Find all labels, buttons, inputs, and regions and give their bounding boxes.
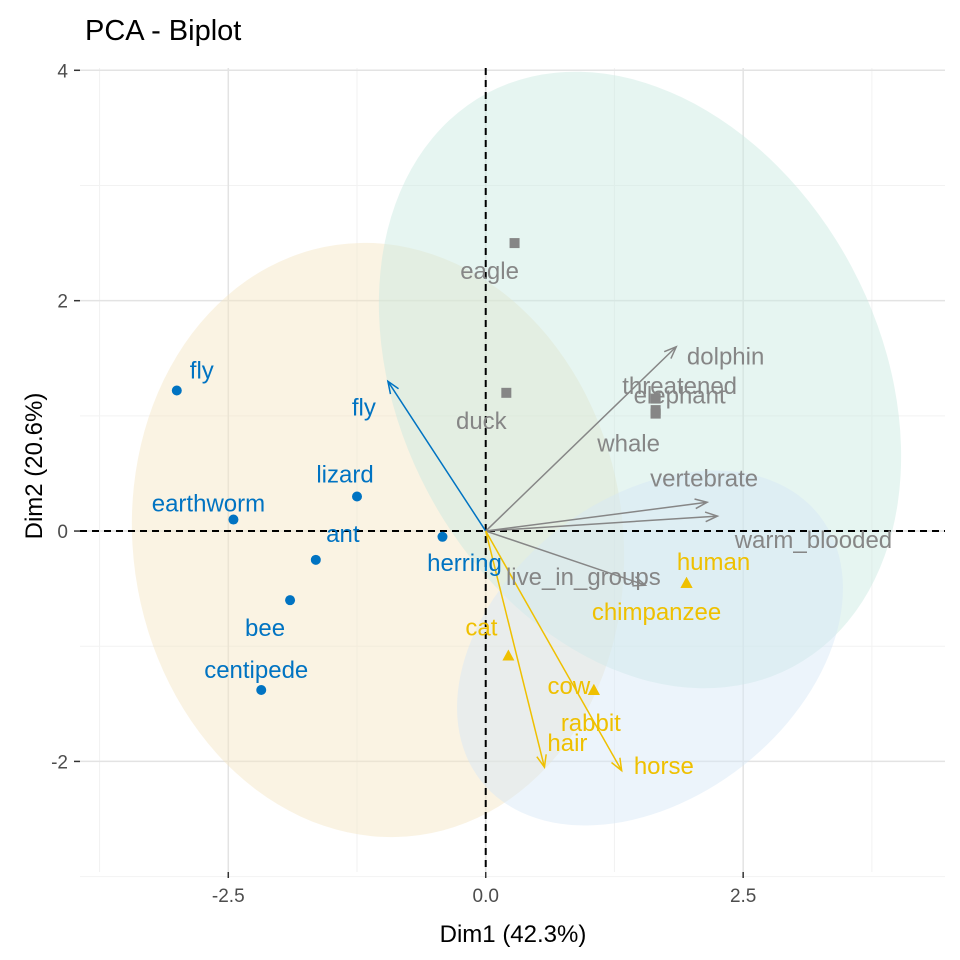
variable-arrow <box>485 530 623 772</box>
variable-arrow <box>485 346 677 532</box>
x-tick-label: 2.5 <box>730 886 756 907</box>
individual-points <box>171 238 693 696</box>
data-point <box>256 685 267 696</box>
variable-arrow <box>484 530 546 768</box>
variable-arrows <box>386 345 720 773</box>
point-label: elephant <box>634 383 726 410</box>
x-tick-label: -2.5 <box>212 886 245 907</box>
point-label: threatened <box>622 373 737 400</box>
variable-label: warm_blooded <box>734 527 892 554</box>
point-label: herring <box>427 550 502 577</box>
data-point <box>310 554 321 565</box>
point-label: eagle <box>460 258 519 285</box>
x-axis-title: Dim1 (42.3%) <box>440 921 587 948</box>
y-tick-label: 4 <box>57 61 68 82</box>
y-tick-label: 0 <box>57 522 68 543</box>
reference-lines <box>80 68 945 872</box>
variable-label: hair <box>547 730 587 757</box>
point-label: human <box>677 549 750 576</box>
variable-arrow-head <box>704 511 720 523</box>
y-tick-label: 2 <box>57 292 68 313</box>
axes: -2.5 0.0 2.5 -2 0 2 4 <box>51 61 756 907</box>
data-point <box>587 684 600 696</box>
variable-arrow-head <box>536 754 547 770</box>
data-point <box>228 514 239 525</box>
point-label: bee <box>245 615 285 642</box>
group-ellipses <box>131 71 902 838</box>
data-point <box>680 576 693 588</box>
variable-arrow <box>485 515 718 532</box>
y-tick-label: -2 <box>51 752 68 773</box>
point-label: earthworm <box>152 491 265 518</box>
ellipse-birds-large <box>378 71 902 689</box>
variable-label: fly <box>352 394 376 421</box>
data-point <box>650 393 661 404</box>
point-label: centipede <box>204 657 308 684</box>
data-point <box>501 387 512 398</box>
variable-arrow <box>387 380 487 532</box>
point-label: whale <box>596 431 660 458</box>
data-point <box>285 595 296 606</box>
x-tick-label: 0.0 <box>473 886 499 907</box>
point-labels: fly fly earthworm lizard ant herring bee centip… <box>152 258 892 780</box>
ellipse-invertebrates <box>131 242 625 838</box>
point-label: horse <box>634 753 694 780</box>
data-point <box>502 649 515 661</box>
variable-arrow-head <box>611 757 623 773</box>
data-point <box>650 408 661 419</box>
variable-label: live_in_groups <box>506 564 661 591</box>
variable-arrow <box>485 501 708 532</box>
ellipse-mammals <box>457 470 843 826</box>
point-label: duck <box>456 408 508 435</box>
data-point <box>352 491 363 502</box>
point-label: cat <box>465 614 497 641</box>
variable-arrow-head <box>632 576 648 587</box>
variable-arrow-head <box>694 498 710 510</box>
point-label: ant <box>326 521 360 548</box>
variable-label: vertebrate <box>650 465 758 492</box>
point-label: dolphin <box>687 344 764 371</box>
variable-arrow-head <box>663 345 678 359</box>
variable-arrow-head <box>386 379 399 395</box>
variable-arrow <box>485 530 646 586</box>
point-label: lizard <box>316 461 373 488</box>
data-point <box>171 385 182 396</box>
data-point <box>509 238 520 249</box>
data-point <box>437 531 448 542</box>
point-label: fly <box>190 358 214 385</box>
point-label: rabbit <box>561 710 621 737</box>
point-label: chimpanzee <box>592 599 721 626</box>
point-label: cow <box>548 673 591 700</box>
y-axis-title: Dim2 (20.6%) <box>21 393 48 540</box>
chart-title: PCA - Biplot <box>85 15 241 47</box>
